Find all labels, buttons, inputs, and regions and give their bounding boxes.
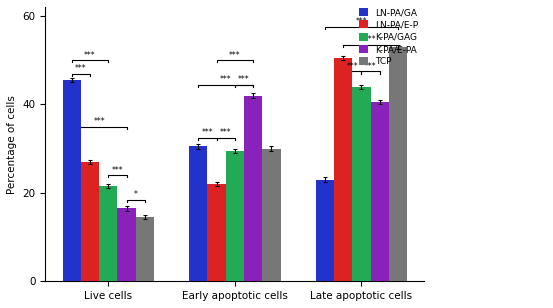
Bar: [189, 147, 207, 281]
Bar: [334, 58, 352, 281]
Text: ***: ***: [356, 18, 367, 26]
Text: ***: ***: [84, 51, 96, 59]
Text: ***: ***: [238, 75, 250, 84]
Bar: [244, 95, 262, 281]
Bar: [81, 162, 99, 281]
Bar: [207, 184, 226, 281]
Bar: [371, 102, 389, 281]
Text: ***: ***: [75, 64, 87, 73]
Bar: [352, 87, 371, 281]
Bar: [316, 180, 334, 281]
Bar: [226, 151, 244, 281]
Text: ***: ***: [347, 62, 358, 71]
Bar: [62, 80, 81, 281]
Text: ***: ***: [365, 35, 377, 44]
Bar: [389, 47, 407, 281]
Bar: [117, 209, 135, 281]
Text: ***: ***: [220, 128, 232, 137]
Text: ***: ***: [93, 117, 105, 126]
Text: ***: ***: [112, 165, 123, 175]
Text: *: *: [134, 190, 138, 199]
Bar: [262, 149, 280, 281]
Text: ***: ***: [220, 75, 232, 84]
Text: ***: ***: [202, 128, 213, 137]
Text: ***: ***: [229, 51, 241, 59]
Bar: [99, 186, 117, 281]
Y-axis label: Percentage of cells: Percentage of cells: [7, 95, 17, 194]
Bar: [135, 217, 154, 281]
Text: ***: ***: [365, 62, 377, 71]
Legend: LN-PA/GA, LN-PA/E-P, K-PA/GAG, K-PA/E-PA, TCP: LN-PA/GA, LN-PA/E-P, K-PA/GAG, K-PA/E-PA…: [357, 6, 420, 68]
